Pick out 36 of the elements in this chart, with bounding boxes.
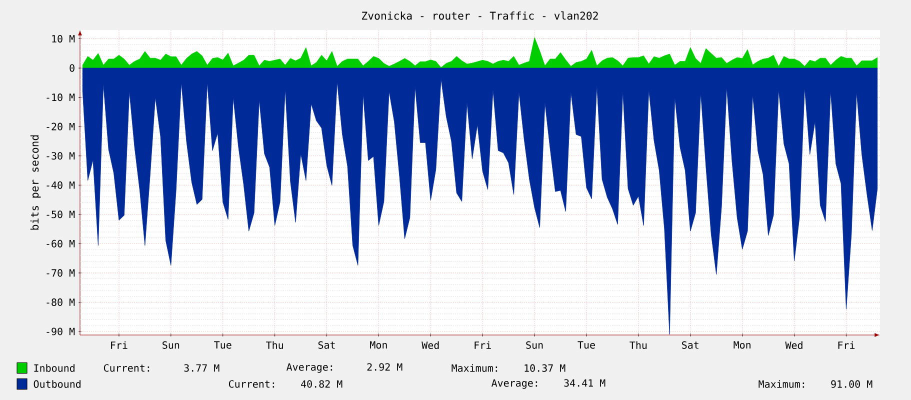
text: Average: 34.41 M bbox=[491, 379, 606, 389]
x-tick-label: Tue bbox=[214, 341, 232, 349]
x-tick-label: Fri bbox=[111, 341, 128, 349]
y-tick-label: -20 M bbox=[46, 122, 75, 130]
x-tick-label: Fri bbox=[838, 341, 855, 349]
y-tick-label: 0 bbox=[70, 64, 74, 72]
text: Average: 2.92 M bbox=[286, 363, 402, 373]
text: Current: 40.82 M bbox=[228, 380, 342, 388]
y-tick-label: -80 M bbox=[46, 298, 75, 306]
chart-title: Zvonicka - router - Traffic - vlan202 bbox=[362, 11, 598, 20]
y-axis-title: bits per second bbox=[30, 135, 41, 230]
legend-label: Inbound bbox=[34, 364, 74, 372]
x-tick-label: Sat bbox=[318, 341, 335, 349]
x-tick-label: Tue bbox=[578, 341, 595, 349]
text: Maximum: 10.37 M bbox=[452, 364, 566, 372]
y-tick-label: -10 M bbox=[46, 94, 75, 102]
x-tick-label: Mon bbox=[734, 341, 750, 349]
y-tick-label: -30 M bbox=[46, 152, 75, 160]
x-tick-label: Sun bbox=[162, 341, 180, 349]
x-tick-label: Thu bbox=[630, 341, 647, 349]
y-tick-label: -40 M bbox=[46, 181, 75, 189]
y-tick-label: -70 M bbox=[46, 269, 75, 277]
text: Maximum: 91.00 M bbox=[758, 380, 872, 388]
legend-label: Outbound bbox=[34, 380, 80, 388]
text: Current: 3.77 M bbox=[104, 364, 220, 372]
y-tick-label: -50 M bbox=[46, 210, 75, 218]
x-tick-label: Fri bbox=[474, 341, 491, 349]
x-tick-label: Wed bbox=[785, 341, 802, 349]
x-tick-label: Wed bbox=[422, 341, 439, 349]
x-tick-label: Sat bbox=[682, 341, 698, 349]
x-tick-label: Thu bbox=[266, 341, 283, 349]
y-tick-label: -60 M bbox=[46, 240, 75, 248]
y-tick-label: -90 M bbox=[46, 328, 75, 336]
x-tick-label: Mon bbox=[370, 341, 387, 349]
x-tick-label: Sun bbox=[526, 341, 543, 349]
y-tick-label: 10 M bbox=[52, 34, 75, 43]
